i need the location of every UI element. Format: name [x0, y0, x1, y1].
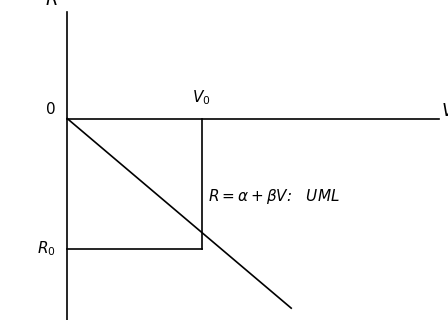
- Text: $R = \alpha + \beta V$:   $UML$: $R = \alpha + \beta V$: $UML$: [208, 187, 340, 206]
- Text: 0: 0: [47, 102, 56, 117]
- Text: $V_0$: $V_0$: [192, 88, 211, 107]
- Text: $R_0$: $R_0$: [37, 240, 56, 258]
- Text: V: V: [441, 102, 448, 120]
- Text: R: R: [46, 0, 58, 10]
